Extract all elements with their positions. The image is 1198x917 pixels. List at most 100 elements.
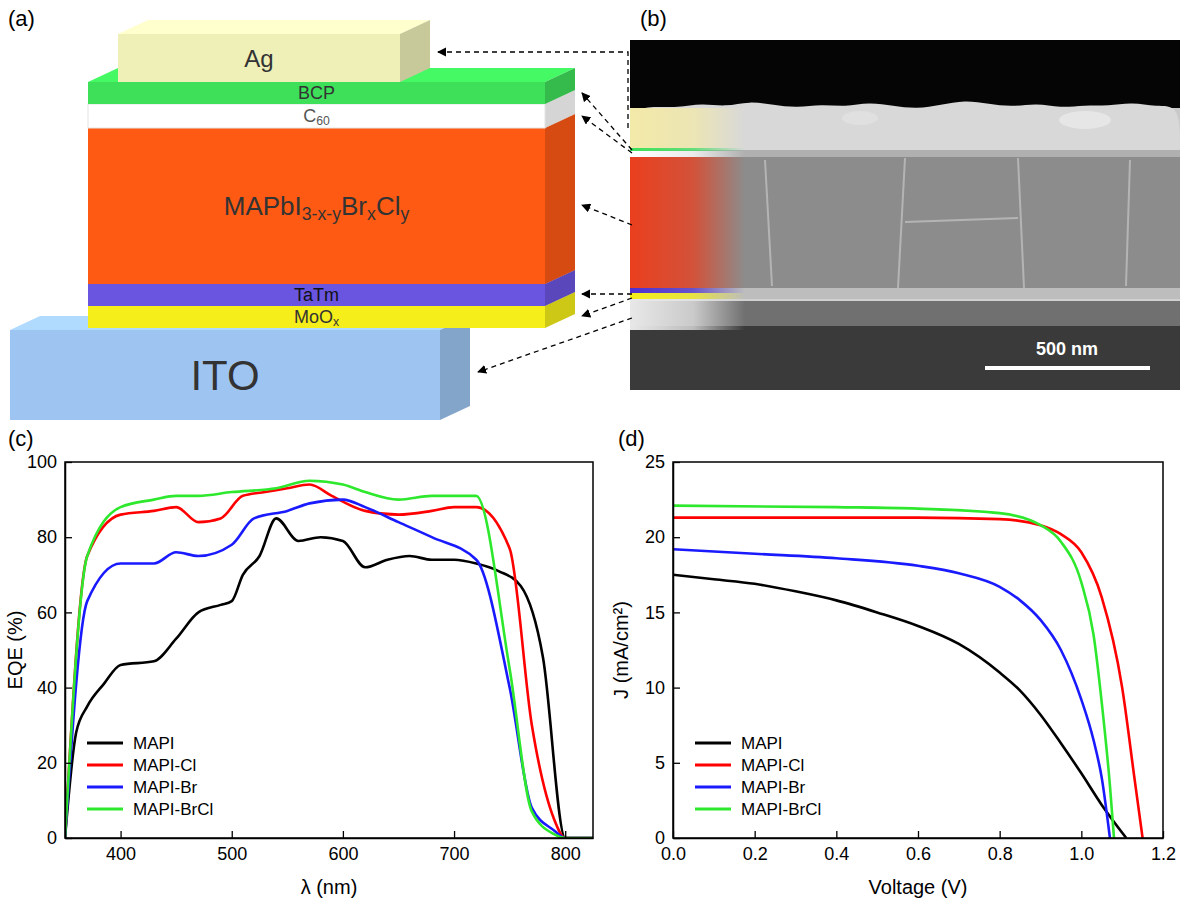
connector-arrow: [582, 205, 632, 225]
sem-vacuum: [630, 40, 1180, 108]
panel-label: (a): [8, 6, 35, 31]
sem-htl: [630, 288, 1180, 300]
x-tick: 0.2: [743, 831, 768, 864]
x-tick: 1.2: [1151, 831, 1176, 864]
y-tick-label: 40: [37, 678, 57, 698]
layer-front: [88, 306, 545, 328]
text-run: Cl: [376, 191, 401, 221]
layer-front: [88, 284, 545, 306]
x-tick-label: 700: [440, 844, 470, 864]
legend-item: MAPI: [87, 734, 175, 753]
y-tick: 0: [655, 828, 680, 848]
sem-grain: [842, 111, 878, 125]
sem-perovskite: [630, 157, 1180, 288]
data-line: [673, 506, 1114, 838]
y-tick-label: 100: [27, 452, 57, 472]
sem-overlay: [630, 151, 745, 157]
y-tick: 40: [37, 678, 72, 698]
y-tick-mark: [673, 687, 680, 688]
y-tick-label: 15: [645, 603, 665, 623]
connector-arrow: [582, 116, 632, 153]
x-tick-label: 800: [551, 844, 581, 864]
sem-ag-surface: [630, 101, 1180, 150]
legend-item: MAPI: [695, 734, 783, 753]
y-tick-mark: [673, 838, 680, 839]
legend-item: MAPI-Br: [695, 778, 806, 797]
y-tick: 20: [645, 527, 680, 547]
y-tick: 10: [645, 678, 680, 698]
figure: (a)ITOMoOxTaTmMAPbI3-x-yBrxClyC60BCPAg(b…: [0, 0, 1198, 917]
sem-grain-boundary: [905, 218, 1018, 222]
y-tick-label: 25: [645, 452, 665, 472]
y-axis-title: EQE (%): [4, 611, 26, 690]
legend-label: MAPI-Cl: [741, 756, 804, 775]
y-axis-line: [65, 463, 67, 839]
panel-label: (b): [640, 6, 667, 31]
layer-label: MAPbI3-x-yBrxCly: [224, 191, 410, 224]
sem-overlay: [630, 293, 745, 299]
y-tick-mark: [65, 462, 72, 463]
x-tick-label: 1.2: [1151, 844, 1176, 864]
text-run: ITO: [190, 352, 259, 399]
device-schematic: ITOMoOxTaTmMAPbI3-x-yBrxClyC60BCPAg: [10, 20, 575, 420]
chart-panel: (c)400500600700800020406080100λ (nm)EQE …: [4, 426, 594, 898]
subscript: x: [367, 204, 376, 224]
layer-top: [118, 20, 430, 34]
sem-overlay: [630, 108, 745, 148]
x-tick: 0.6: [906, 831, 931, 864]
y-tick-mark: [65, 537, 72, 538]
x-tick-label: 400: [106, 844, 136, 864]
legend-swatch: [695, 764, 731, 767]
chart-panel: (d)0.00.20.40.60.81.01.20510152025Voltag…: [610, 426, 1176, 898]
y-tick-label: 0: [47, 828, 57, 848]
sem-grain-boundary: [1126, 160, 1130, 286]
text-run: MAPbI: [224, 191, 302, 221]
sem-overlay: [630, 288, 745, 293]
legend-swatch: [695, 808, 731, 811]
connector-arrow: [582, 298, 632, 316]
plot-frame: [65, 462, 593, 838]
y-tick: 60: [37, 603, 72, 623]
x-tick: 1.0: [1069, 831, 1094, 864]
text-run: Ag: [244, 45, 273, 72]
y-tick-label: 20: [37, 753, 57, 773]
x-tick-label: 0.6: [906, 844, 931, 864]
plot-lines: [673, 506, 1143, 838]
subscript: y: [400, 204, 409, 224]
legend-item: MAPI-Cl: [695, 756, 804, 775]
y-tick-label: 5: [655, 753, 665, 773]
sem-grain: [1059, 111, 1111, 129]
text-run: C: [303, 106, 316, 126]
subscript: x: [333, 315, 339, 329]
sem-grain-boundary: [1018, 158, 1024, 288]
connector-arrow: [582, 93, 632, 150]
plot-frame: [673, 462, 1163, 838]
panel-label: (c): [8, 426, 34, 451]
y-tick-label: 80: [37, 527, 57, 547]
sem-overlay: [630, 148, 745, 151]
y-tick-label: 20: [645, 527, 665, 547]
x-axis-line: [66, 838, 594, 840]
y-tick: 20: [37, 753, 72, 773]
data-line: [673, 549, 1110, 838]
y-tick-label: 10: [645, 678, 665, 698]
layer: ITO: [10, 316, 470, 420]
text-run: MoO: [294, 307, 333, 327]
legend-item: MAPI-BrCl: [695, 800, 821, 819]
layer-label: BCP: [298, 83, 335, 103]
x-tick-mark: [565, 831, 566, 838]
x-tick-mark: [1000, 831, 1001, 838]
y-tick-mark: [65, 763, 72, 764]
sem-image: [630, 40, 1180, 390]
y-axis-line: [673, 463, 675, 839]
layer-front: [118, 34, 400, 82]
legend-label: MAPI: [741, 734, 783, 753]
y-tick: 0: [47, 828, 72, 848]
layer-label: Ag: [244, 45, 273, 72]
x-tick-label: 600: [328, 844, 358, 864]
layer-front: [88, 128, 545, 284]
layer-front: [88, 82, 545, 104]
y-axis: 0 20 40 60 80 100: [27, 452, 72, 848]
x-tick-label: 500: [217, 844, 247, 864]
x-tick-mark: [343, 831, 344, 838]
